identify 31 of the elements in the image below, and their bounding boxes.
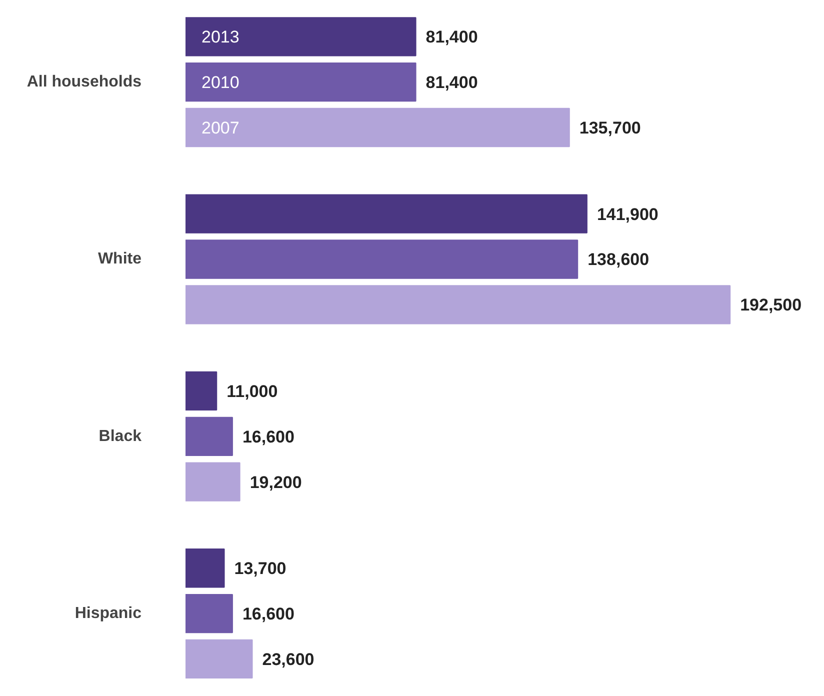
data-label: 16,600 bbox=[242, 604, 294, 624]
bar bbox=[186, 62, 416, 102]
bar bbox=[186, 194, 588, 234]
series-label: 2013 bbox=[202, 28, 240, 47]
bar bbox=[186, 240, 578, 279]
bar bbox=[186, 639, 253, 679]
bar bbox=[186, 416, 233, 456]
y-tick-label: White bbox=[98, 250, 142, 268]
bar bbox=[186, 548, 225, 588]
data-label: 16,600 bbox=[242, 427, 294, 446]
series-label: 2007 bbox=[202, 118, 240, 138]
data-label: 13,700 bbox=[234, 559, 286, 578]
data-label: 135,700 bbox=[579, 118, 641, 138]
bar bbox=[186, 17, 416, 56]
bar bbox=[186, 285, 731, 324]
bar bbox=[186, 371, 218, 411]
data-label: 19,200 bbox=[250, 472, 302, 492]
data-label: 192,500 bbox=[740, 296, 802, 315]
y-tick-label: All households bbox=[26, 74, 142, 91]
data-label: 138,600 bbox=[588, 250, 650, 270]
y-tick-label: Black bbox=[98, 428, 142, 445]
data-label: 81,400 bbox=[426, 28, 478, 47]
bar bbox=[186, 462, 240, 502]
bar bbox=[186, 594, 233, 634]
data-label: 11,000 bbox=[226, 382, 278, 401]
series-label: 2010 bbox=[202, 73, 240, 92]
data-label: 141,900 bbox=[596, 204, 658, 224]
y-tick-label: Hispanic bbox=[74, 605, 142, 622]
bar bbox=[186, 108, 570, 148]
data-label: 23,600 bbox=[262, 650, 314, 669]
data-label: 81,400 bbox=[426, 73, 478, 92]
